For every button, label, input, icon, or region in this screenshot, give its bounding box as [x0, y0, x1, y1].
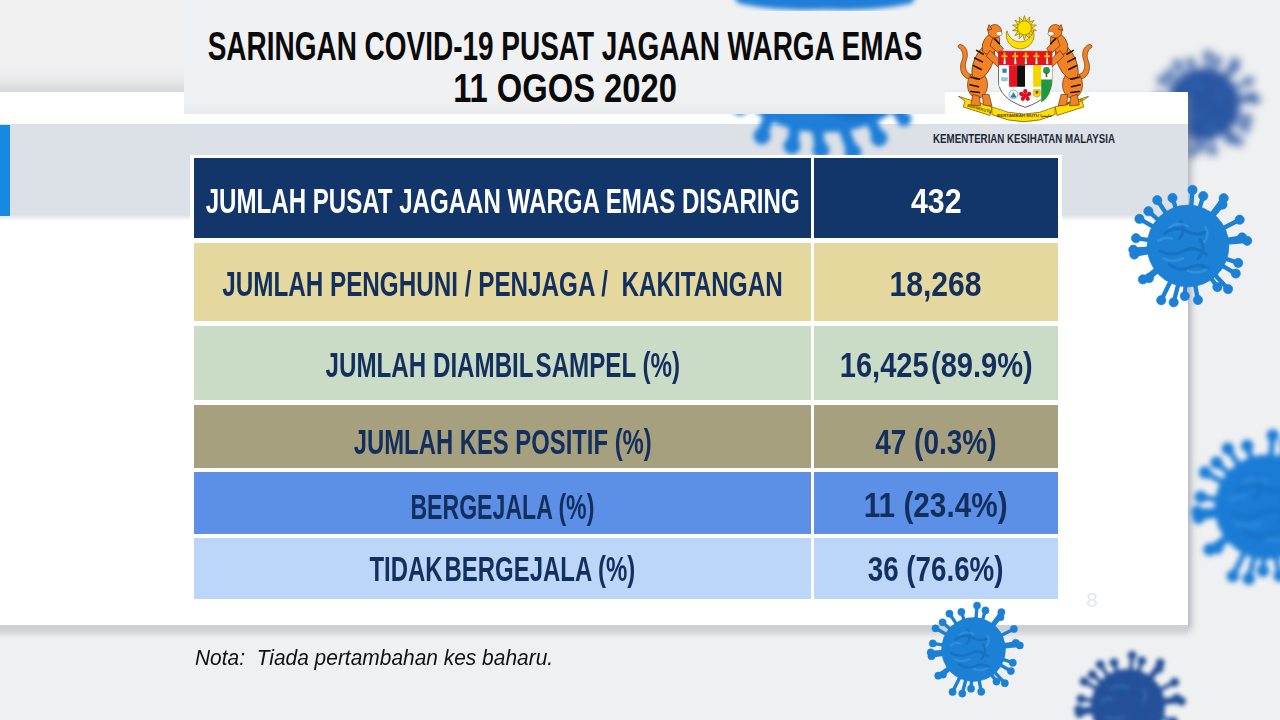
svg-text:BERTAMBAH MUTU ﻣﻠﻴﺴﻴﺎ: BERTAMBAH MUTU ﻣﻠﻴﺴﻴﺎ [997, 113, 1052, 118]
